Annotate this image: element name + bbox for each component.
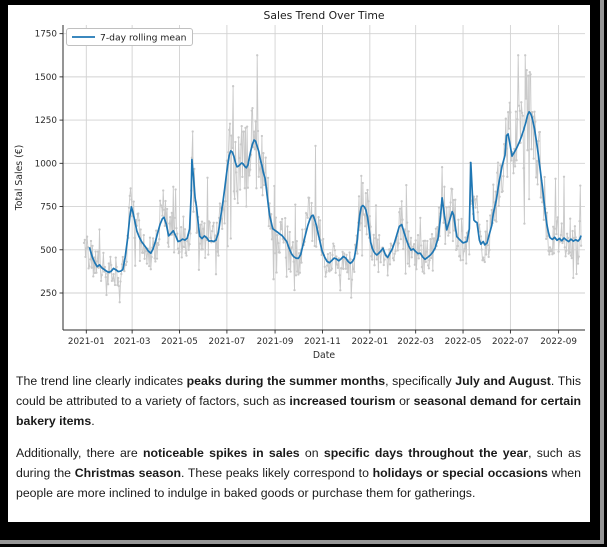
y-tick-label: 250	[40, 289, 57, 299]
grid-lines	[63, 25, 585, 330]
x-tick-label: 2022-07	[492, 337, 529, 347]
y-tick-label: 750	[40, 203, 57, 213]
y-tick-label: 1750	[35, 30, 58, 40]
y-tick-label: 1500	[35, 73, 58, 83]
y-tick-label: 500	[40, 246, 57, 256]
legend: 7-day rolling mean	[66, 28, 193, 46]
x-tick-label: 2021-03	[114, 337, 151, 347]
window-border-right	[600, 0, 604, 544]
legend-entry-label: 7-day rolling mean	[100, 32, 187, 43]
rolling-mean-line	[88, 110, 582, 274]
analysis-paragraph-1: The trend line clearly indicates peaks d…	[16, 374, 581, 428]
x-tick-label: 2022-03	[397, 337, 434, 347]
x-tick-label: 2021-09	[257, 337, 294, 347]
x-tick-label: 2021-01	[68, 337, 105, 347]
sales-trend-chart-svg: 250 500 750 1000 1250 1500 1750 2021-01 2021-03 2…	[14, 9, 585, 361]
legend-box	[66, 28, 193, 46]
y-tick-label: 1250	[35, 116, 58, 126]
axes-spines	[62, 25, 585, 331]
tick-labels: 250 500 750 1000 1250 1500 1750 2021-01 2021-03 2…	[35, 30, 577, 347]
window-border-bottom	[0, 540, 604, 544]
analysis-paragraph-2: Additionally, there are noticeable spike…	[16, 446, 581, 500]
sales-trend-chart: 250 500 750 1000 1250 1500 1750 2021-01 2021-03 2…	[8, 5, 590, 368]
x-tick-label: 2021-05	[161, 337, 198, 347]
x-tick-label: 2022-01	[351, 337, 388, 347]
x-tick-label: 2021-11	[304, 337, 341, 347]
tick-marks	[59, 33, 560, 334]
analysis-text: The trend line clearly indicates peaks d…	[8, 368, 590, 522]
x-tick-label: 2022-05	[445, 337, 482, 347]
chart-title: Sales Trend Over Time	[264, 9, 385, 22]
x-axis-label: Date	[313, 350, 336, 361]
x-tick-label: 2021-07	[209, 337, 246, 347]
y-axis-label: Total Sales (€)	[14, 145, 25, 212]
daily-sales-series	[82, 54, 583, 304]
y-tick-label: 1000	[35, 159, 58, 169]
x-tick-label: 2022-09	[540, 337, 577, 347]
